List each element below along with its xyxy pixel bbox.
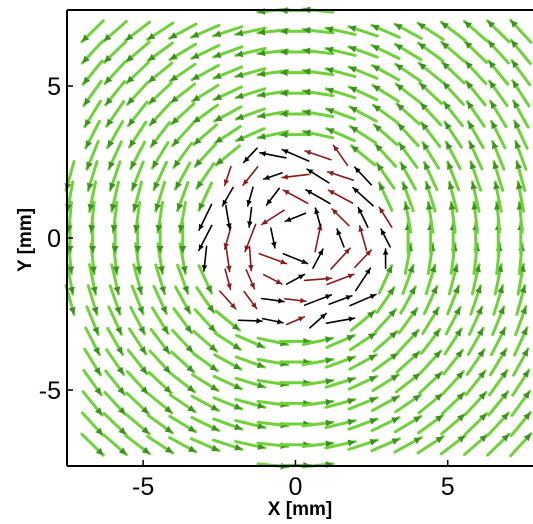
plot-area <box>65 6 533 469</box>
y-tick-label: -5 <box>39 377 61 405</box>
y-axis-title: Y [mm] <box>15 208 36 272</box>
x-tick-label: -5 <box>132 473 154 501</box>
x-tick-label: 0 <box>288 473 302 501</box>
x-tick-label: 5 <box>441 473 455 501</box>
y-tick-label: 5 <box>47 73 61 101</box>
x-axis-title: X [mm] <box>268 499 332 520</box>
y-tick-label: 0 <box>47 225 61 253</box>
